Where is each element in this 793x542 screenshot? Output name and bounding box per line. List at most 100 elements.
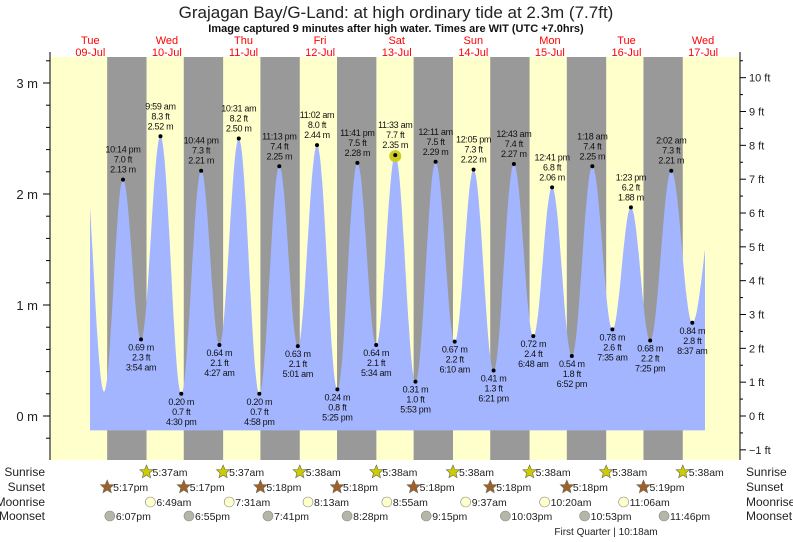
tide-time-label: 7:35 am <box>597 352 627 362</box>
left-tick-label: 0 m <box>16 409 38 424</box>
moonrise-icon <box>145 496 156 508</box>
moonset-time: 9:15pm <box>432 511 467 523</box>
moon-phase-label: First Quarter | 10:18am <box>554 527 657 537</box>
tide-ft-label: 7.7 ft <box>386 130 405 140</box>
high-tide-mark: 10:44 pm7.3 ft2.21 m <box>184 136 219 173</box>
moonrise-time: 6:49am <box>156 497 191 509</box>
low-tide-mark: 0.31 m1.0 ft5:53 pm <box>400 379 431 415</box>
tide-point <box>217 342 222 347</box>
day-of-week-label: Wed <box>156 35 178 47</box>
moonset-time: 8:28pm <box>353 511 388 523</box>
moonrise-time: 11:06am <box>630 497 670 509</box>
tide-time-label: 12:41 pm <box>535 152 570 162</box>
tide-m-label: 2.35 m <box>382 140 408 150</box>
tide-m-label: 0.41 m <box>481 373 507 383</box>
tide-m-label: 0.20 m <box>168 397 194 407</box>
moonrise-row-label-right: Moonrise <box>746 495 793 509</box>
sunset-icon <box>559 479 575 494</box>
tide-ft-label: 2.2 ft <box>641 354 660 364</box>
moonset-row-label: Moonset <box>0 509 46 523</box>
tide-point <box>452 339 457 344</box>
moonset-icon <box>500 510 511 522</box>
low-tide-mark: 0.24 m0.8 ft5:25 pm <box>322 387 353 422</box>
tide-point <box>158 134 163 139</box>
tide-point <box>257 391 262 396</box>
moonrise-time: 8:13am <box>314 497 349 509</box>
tide-ft-label: 8.2 ft <box>230 114 249 124</box>
low-tide-mark: 0.72 m2.4 ft6:48 am <box>518 334 549 369</box>
sunrise-time: 5:38am <box>612 467 647 479</box>
sunrise-icon <box>292 464 308 479</box>
tide-time-label: 6:10 am <box>439 365 469 375</box>
tide-ft-label: 2.1 ft <box>289 359 308 369</box>
low-tide-mark: 0.64 m2.1 ft4:27 am <box>204 342 235 378</box>
tide-point <box>199 168 204 173</box>
day-of-week-label: Mon <box>539 35 560 47</box>
tide-ft-label: 2.6 ft <box>603 342 622 352</box>
axes: 0 m 1 m 2 m 3 m −1 ft 0 ft 1 ft 2 ft 3 ft 4 ft 5 f… <box>16 52 771 460</box>
tide-m-label: 2.06 m <box>539 172 565 182</box>
tide-ft-label: 8.3 ft <box>151 111 170 121</box>
tide-time-label: 11:41 pm <box>340 128 374 138</box>
high-tide-mark: 1:23 pm6.2 ft1.88 m <box>616 172 646 210</box>
sunrise-row-label-right: Sunrise <box>746 465 787 479</box>
tide-time-label: 5:01 am <box>283 369 313 379</box>
tide-ft-label: 7.5 ft <box>348 138 367 148</box>
sunset-icon <box>176 479 192 494</box>
tide-m-label: 2.28 m <box>345 148 371 158</box>
low-tide-mark: 0.20 m0.7 ft4:30 pm <box>166 391 197 427</box>
tide-time-label: 11:33 am <box>378 120 412 130</box>
tide-time-label: 11:13 pm <box>262 131 296 141</box>
tide-time-label: 11:02 am <box>300 110 334 120</box>
date-label: 17-Jul <box>688 47 718 59</box>
moonset-time: 6:55pm <box>195 511 230 523</box>
tide-time-label: 7:25 pm <box>635 364 665 374</box>
tide-time-label: 1:23 pm <box>616 172 646 182</box>
sunrise-time: 5:38am <box>689 467 724 479</box>
tide-point <box>648 338 653 343</box>
tide-m-label: 0.68 m <box>637 344 663 354</box>
right-tick-label: 5 ft <box>749 242 764 254</box>
tide-ft-label: 1.3 ft <box>484 383 503 393</box>
moonrise-time: 9:37am <box>472 497 507 509</box>
moonset-icon <box>341 510 353 522</box>
left-tick-label: 3 m <box>16 76 38 91</box>
tide-time-label: 10:44 pm <box>184 136 219 146</box>
low-tide-mark: 0.64 m2.1 ft5:34 am <box>361 342 392 378</box>
right-tick-label: 0 ft <box>749 411 764 423</box>
tide-time-label: 12:43 am <box>496 129 531 139</box>
sunset-icon <box>329 479 345 494</box>
tide-point <box>393 153 398 158</box>
tide-m-label: 0.63 m <box>285 349 311 359</box>
sunset-time: 5:18pm <box>496 482 531 494</box>
day-of-week-label: Wed <box>692 35 714 47</box>
moonrise-icon <box>618 496 629 508</box>
date-label: 12-Jul <box>305 47 335 59</box>
moonset-icon <box>658 510 670 522</box>
tide-ft-label: 1.0 ft <box>406 395 425 405</box>
moonset-icon <box>579 510 590 522</box>
tide-ft-label: 7.4 ft <box>270 141 289 151</box>
high-tide-mark: 12:11 am7.5 ft2.29 m <box>418 127 453 164</box>
left-tick-label: 1 m <box>16 298 38 313</box>
low-tide-mark: 0.54 m1.8 ft6:52 pm <box>557 354 587 389</box>
moonset-time: 11:46pm <box>670 511 710 523</box>
tide-ft-label: 1.8 ft <box>563 369 582 379</box>
tide-ft-label: 0.7 ft <box>250 407 269 417</box>
moonrise-icon <box>223 496 235 508</box>
tide-ft-label: 2.4 ft <box>524 349 543 359</box>
tide-point <box>179 391 184 396</box>
low-tide-mark: 0.84 m2.8 ft8:37 am <box>677 320 708 356</box>
right-tick-label: 10 ft <box>749 73 770 85</box>
sunset-icon <box>99 479 115 494</box>
right-tick-label: −1 ft <box>749 445 771 457</box>
sunset-time: 5:17pm <box>190 482 225 494</box>
date-label: 16-Jul <box>612 47 642 59</box>
right-tick-label: 9 ft <box>749 107 764 119</box>
moonset-icon <box>262 510 274 522</box>
right-tick-label: 8 ft <box>749 140 764 152</box>
tide-m-label: 0.69 m <box>128 342 154 352</box>
date-label: 11-Jul <box>229 47 258 59</box>
tide-m-label: 2.25 m <box>266 151 292 161</box>
tide-ft-label: 8.0 ft <box>308 120 327 130</box>
